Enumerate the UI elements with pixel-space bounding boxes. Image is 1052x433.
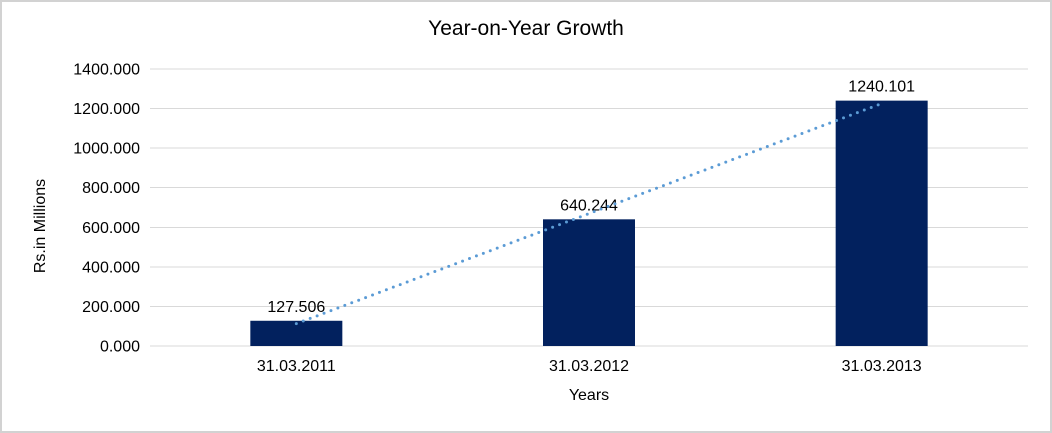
bar-data-label: 1240.101 — [848, 79, 915, 96]
bar — [835, 100, 928, 346]
bar-data-label: 640.244 — [560, 197, 618, 214]
bar-data-label: 127.506 — [267, 299, 325, 316]
chart-title: Year-on-Year Growth — [428, 17, 624, 40]
y-axis-title: Rs.in Millions — [32, 178, 49, 274]
y-axis-tick-label: 200.000 — [82, 299, 140, 316]
bar — [543, 219, 635, 346]
y-axis-tick-label: 1000.000 — [73, 141, 140, 158]
y-axis-tick-label: 0.000 — [100, 339, 140, 356]
y-axis-tick-label: 400.000 — [82, 259, 140, 276]
x-axis-title: Years — [568, 387, 610, 404]
y-axis-tick-label: 1400.000 — [73, 62, 140, 79]
y-axis-tick-label: 1200.000 — [73, 101, 140, 118]
y-axis-tick-label: 800.000 — [82, 180, 140, 197]
trendline-dotted — [294, 102, 884, 326]
x-axis-tick-label: 31.03.2011 — [257, 358, 336, 375]
y-axis-tick-label: 600.000 — [82, 220, 140, 237]
x-axis-tick-label: 31.03.2013 — [842, 358, 922, 375]
x-axis-tick-label: 31.03.2012 — [549, 358, 629, 375]
